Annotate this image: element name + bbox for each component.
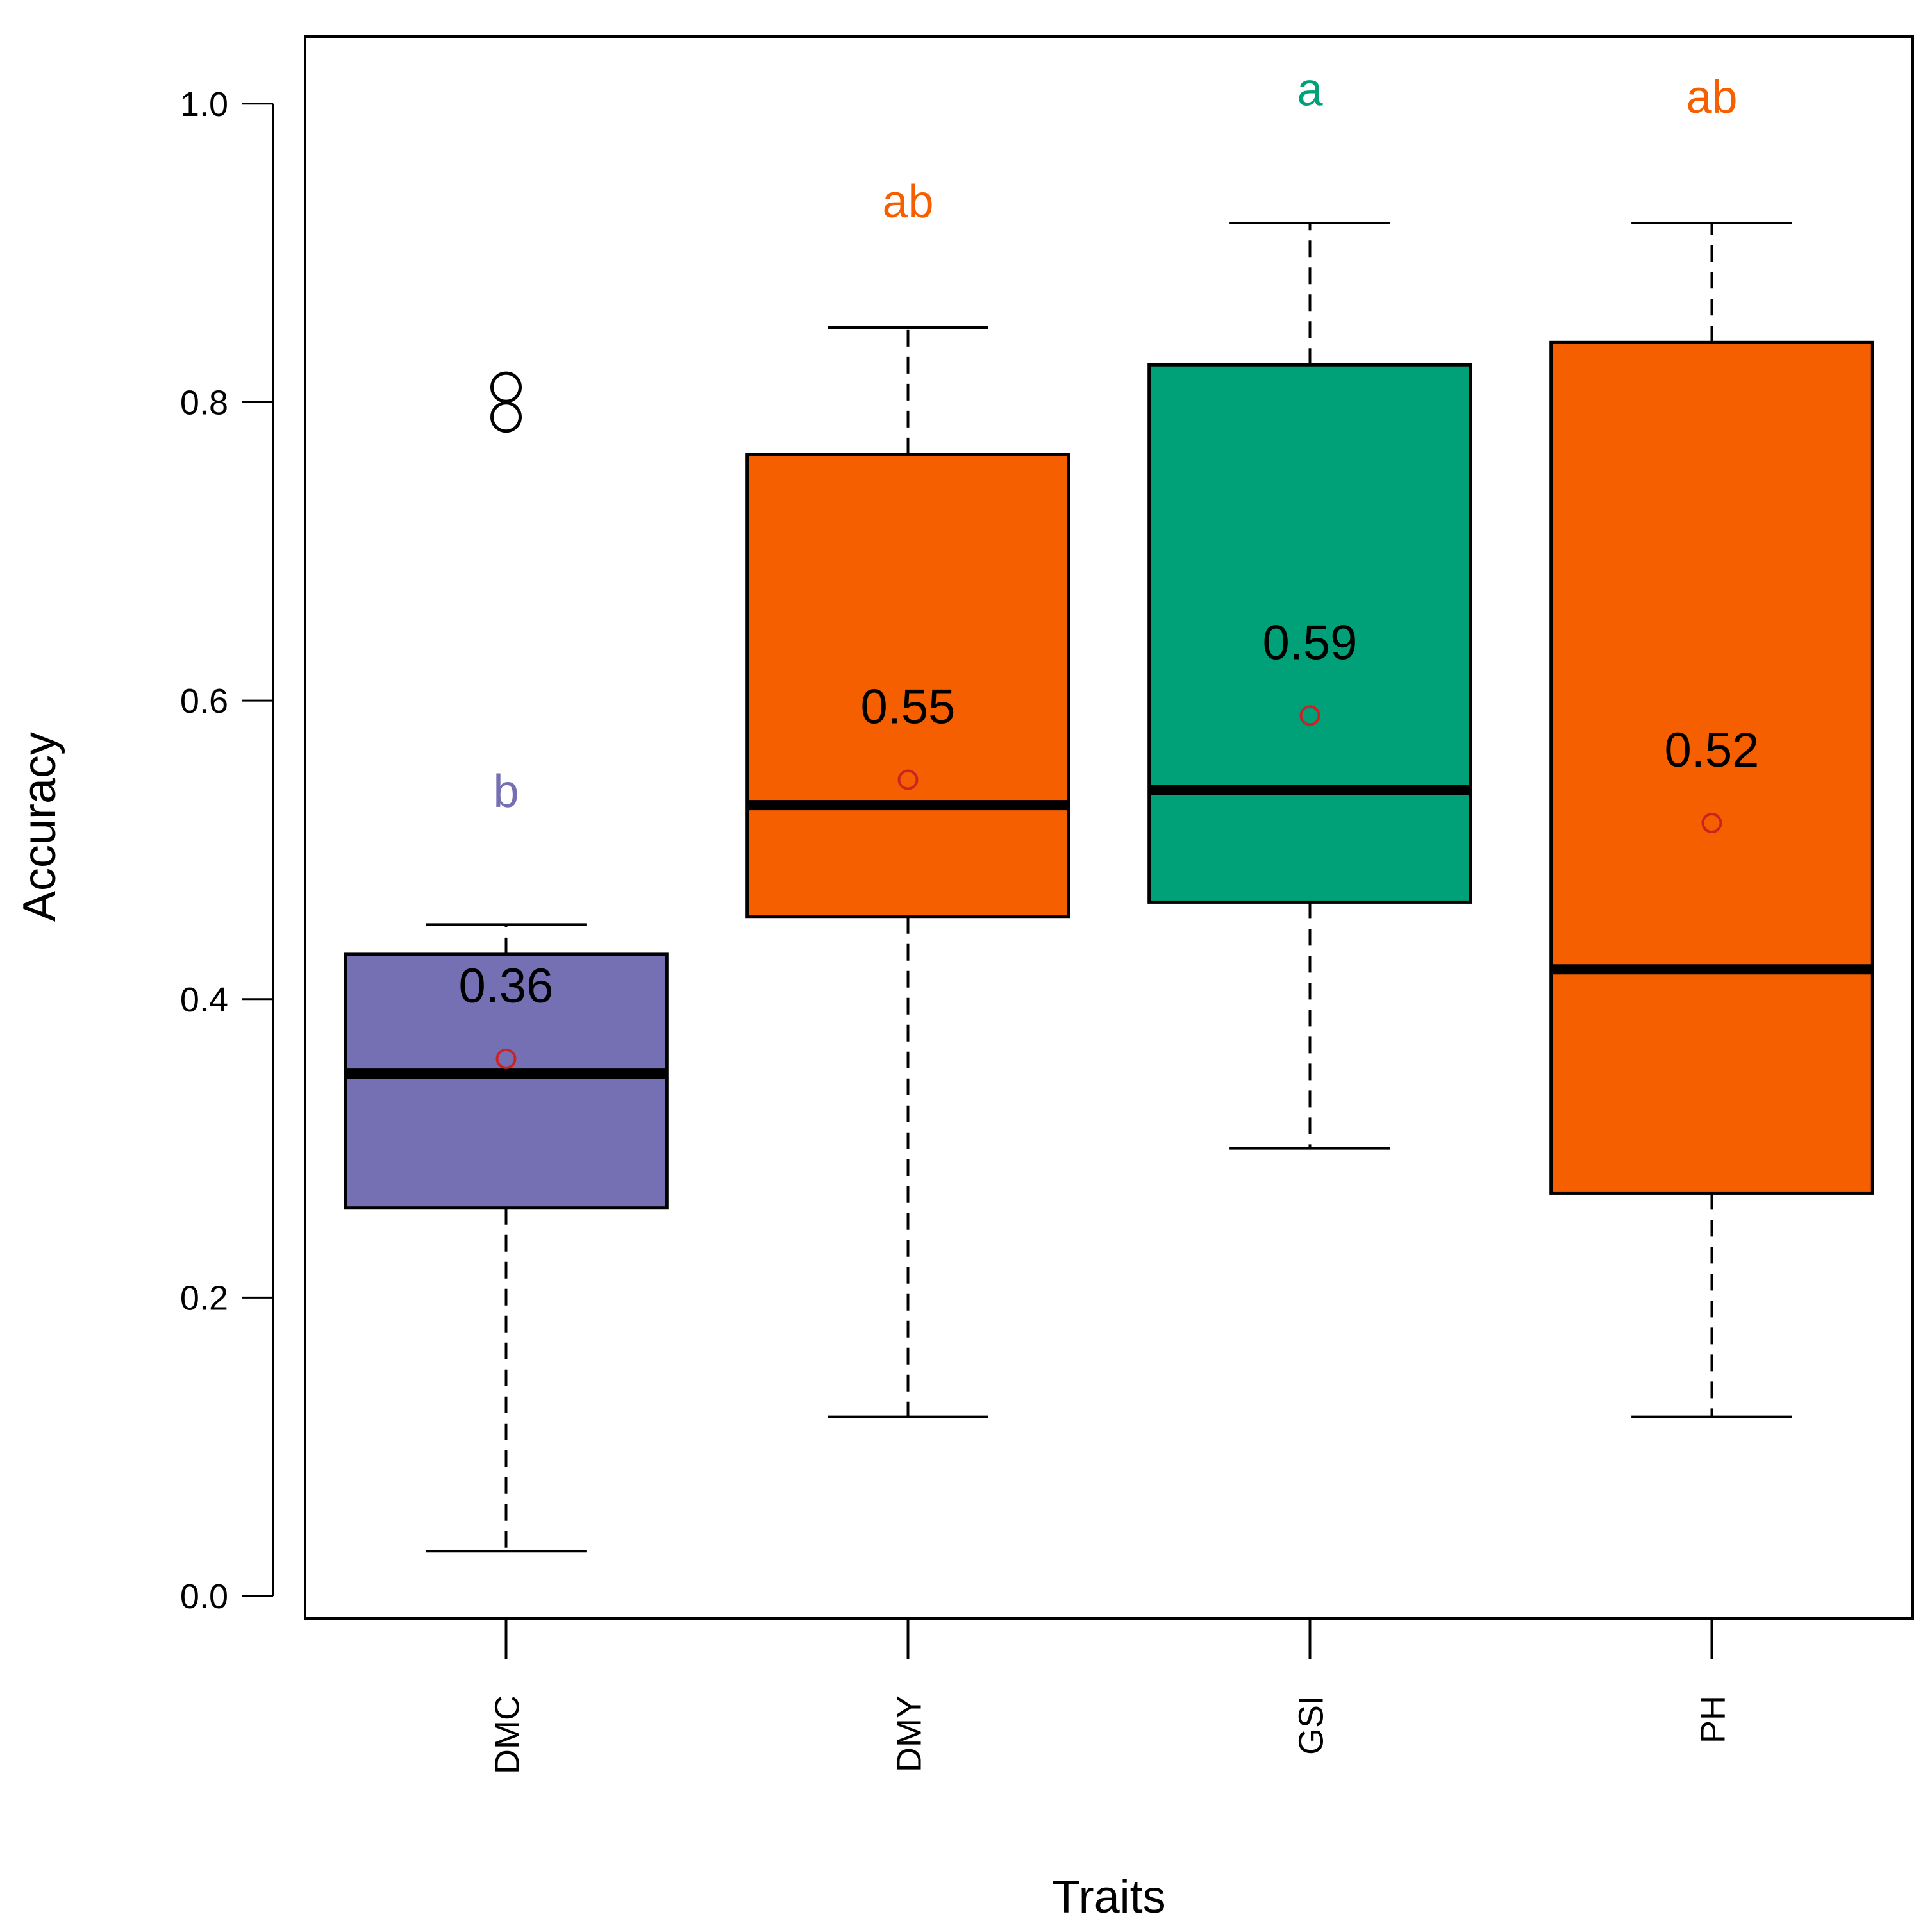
box-group-dmc: 0.36 b [344, 371, 669, 1553]
x-tick-label: DMC [488, 1695, 527, 1774]
x-tick-label: DMY [890, 1695, 929, 1772]
y-tick-label: 0.0 [180, 1577, 228, 1616]
iqr-box [1549, 340, 1874, 1195]
plot-frame [304, 35, 1914, 1620]
plot-marks: 0.36 b 0.55 ab 0.59 a 0.52 ab [344, 64, 1874, 1553]
x-axis-title: Traits [1052, 1872, 1165, 1923]
y-tick-label: 0.8 [180, 383, 228, 422]
significance-letter: ab [882, 176, 933, 228]
outlier-point [490, 401, 522, 433]
box-group-gsi: 0.59 a [1147, 64, 1472, 1150]
mean-marker [897, 769, 919, 790]
mean-value-label: 0.59 [1263, 615, 1358, 670]
mean-value-label: 0.52 [1665, 723, 1760, 777]
y-axis-title: Accuracy [14, 732, 65, 922]
x-tick-label: PH [1694, 1695, 1733, 1743]
mean-marker [1701, 813, 1722, 834]
y-axis: 0.0 0.2 0.4 0.6 0.8 1.0 [180, 85, 274, 1616]
mean-marker [1299, 705, 1320, 726]
outlier-point [490, 371, 522, 403]
iqr-box [745, 453, 1070, 919]
iqr-box [1147, 363, 1472, 904]
box-group-dmy: 0.55 ab [745, 176, 1070, 1418]
significance-letter: ab [1686, 72, 1737, 123]
significance-letter: a [1297, 64, 1323, 115]
x-tick-label: GSI [1292, 1695, 1331, 1755]
iqr-box [344, 952, 669, 1210]
significance-letter: b [493, 766, 519, 817]
y-tick-label: 1.0 [180, 85, 228, 124]
box-group-ph: 0.52 ab [1549, 72, 1874, 1418]
mean-value-label: 0.55 [861, 679, 956, 734]
y-tick-label: 0.2 [180, 1279, 228, 1317]
mean-value-label: 0.36 [459, 959, 554, 1013]
y-tick-label: 0.6 [180, 682, 228, 720]
x-axis: DMC DMY GSI PH [488, 1618, 1733, 1774]
y-tick-label: 0.4 [180, 981, 228, 1019]
mean-marker [495, 1048, 517, 1069]
